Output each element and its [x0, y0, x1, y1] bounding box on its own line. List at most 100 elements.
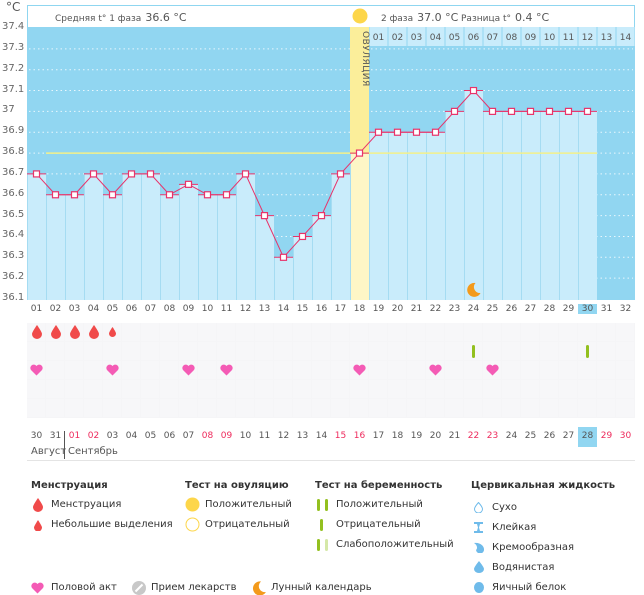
symptom-cell[interactable] — [160, 399, 178, 417]
symptom-cell[interactable] — [274, 323, 292, 341]
symptom-cell[interactable] — [46, 361, 64, 379]
calendar-date[interactable]: 10 — [239, 431, 252, 441]
calendar-date[interactable]: 30 — [619, 431, 632, 441]
symptom-cell[interactable] — [103, 380, 121, 398]
symptom-cell[interactable] — [312, 380, 330, 398]
symptom-cell[interactable] — [46, 342, 64, 360]
symptom-cell[interactable] — [65, 380, 83, 398]
symptom-cell[interactable] — [388, 342, 406, 360]
calendar-date[interactable]: 31 — [49, 431, 62, 441]
symptom-cell[interactable] — [597, 342, 615, 360]
calendar-date[interactable]: 03 — [106, 431, 119, 441]
symptom-cell[interactable] — [521, 399, 539, 417]
symptom-cell[interactable] — [65, 342, 83, 360]
symptom-cell[interactable] — [502, 380, 520, 398]
symptom-cell[interactable] — [559, 380, 577, 398]
symptom-cell[interactable] — [84, 361, 102, 379]
symptom-cell[interactable] — [388, 323, 406, 341]
symptom-cell[interactable] — [274, 361, 292, 379]
symptom-cell[interactable] — [103, 342, 121, 360]
symptom-cell[interactable] — [369, 380, 387, 398]
symptom-cell[interactable] — [483, 342, 501, 360]
symptom-cell[interactable] — [597, 399, 615, 417]
symptom-cell[interactable] — [502, 361, 520, 379]
calendar-date[interactable]: 30 — [30, 431, 43, 441]
symptom-cell[interactable] — [464, 399, 482, 417]
calendar-date[interactable]: 14 — [315, 431, 328, 441]
symptom-cell[interactable] — [274, 342, 292, 360]
symptom-cell[interactable] — [65, 361, 83, 379]
symptom-cell[interactable] — [559, 323, 577, 341]
symptom-cell[interactable] — [616, 361, 634, 379]
symptom-cell[interactable] — [578, 323, 596, 341]
symptom-cell[interactable] — [331, 399, 349, 417]
symptom-cell[interactable] — [388, 399, 406, 417]
symptom-cell[interactable] — [445, 380, 463, 398]
symptom-cell[interactable] — [179, 342, 197, 360]
symptom-cell[interactable] — [293, 323, 311, 341]
symptom-cell[interactable] — [388, 361, 406, 379]
symptom-cell[interactable] — [274, 399, 292, 417]
symptom-cell[interactable] — [84, 380, 102, 398]
symptom-cell[interactable] — [597, 380, 615, 398]
calendar-date[interactable]: 18 — [391, 431, 404, 441]
symptom-cell[interactable] — [160, 323, 178, 341]
symptom-cell[interactable] — [559, 361, 577, 379]
symptom-cell[interactable] — [274, 380, 292, 398]
symptom-cell[interactable] — [312, 323, 330, 341]
calendar-date[interactable]: 28 — [578, 427, 597, 447]
symptom-cell[interactable] — [198, 342, 216, 360]
symptom-cell[interactable] — [369, 361, 387, 379]
calendar-date[interactable]: 25 — [524, 431, 537, 441]
symptom-cell[interactable] — [312, 399, 330, 417]
symptom-cell[interactable] — [464, 380, 482, 398]
symptom-cell[interactable] — [369, 342, 387, 360]
symptom-cell[interactable] — [407, 342, 425, 360]
symptom-cell[interactable] — [217, 380, 235, 398]
calendar-date[interactable]: 02 — [87, 431, 100, 441]
symptom-cell[interactable] — [255, 380, 273, 398]
symptom-cell[interactable] — [483, 323, 501, 341]
symptom-cell[interactable] — [293, 399, 311, 417]
symptom-cell[interactable] — [179, 380, 197, 398]
symptom-cell[interactable] — [388, 380, 406, 398]
symptom-cell[interactable] — [198, 361, 216, 379]
symptom-cell[interactable] — [65, 399, 83, 417]
calendar-date[interactable]: 23 — [486, 431, 499, 441]
calendar-date[interactable]: 13 — [296, 431, 309, 441]
symptom-cell[interactable] — [559, 342, 577, 360]
symptom-cell[interactable] — [27, 342, 45, 360]
calendar-date[interactable]: 29 — [600, 431, 613, 441]
symptom-cell[interactable] — [540, 323, 558, 341]
symptom-cell[interactable] — [46, 399, 64, 417]
symptom-cell[interactable] — [597, 323, 615, 341]
calendar-date[interactable]: 27 — [562, 431, 575, 441]
symptom-cell[interactable] — [255, 361, 273, 379]
symptom-cell[interactable] — [445, 323, 463, 341]
symptom-cell[interactable] — [293, 361, 311, 379]
symptom-cell[interactable] — [521, 361, 539, 379]
symptom-cell[interactable] — [464, 361, 482, 379]
symptom-cell[interactable] — [540, 361, 558, 379]
calendar-date[interactable]: 01 — [68, 431, 81, 441]
symptom-cell[interactable] — [312, 361, 330, 379]
symptom-cell[interactable] — [578, 399, 596, 417]
symptom-cell[interactable] — [521, 342, 539, 360]
symptom-cell[interactable] — [84, 342, 102, 360]
symptom-cell[interactable] — [407, 323, 425, 341]
symptom-cell[interactable] — [426, 380, 444, 398]
symptom-cell[interactable] — [502, 342, 520, 360]
symptom-cell[interactable] — [331, 361, 349, 379]
symptom-cell[interactable] — [521, 323, 539, 341]
calendar-date[interactable]: 16 — [353, 431, 366, 441]
symptom-cell[interactable] — [483, 380, 501, 398]
symptom-cell[interactable] — [426, 399, 444, 417]
symptom-cell[interactable] — [407, 380, 425, 398]
symptom-cell[interactable] — [217, 342, 235, 360]
symptom-cell[interactable] — [141, 380, 159, 398]
symptom-cell[interactable] — [236, 380, 254, 398]
symptom-cell[interactable] — [27, 399, 45, 417]
symptom-cell[interactable] — [141, 342, 159, 360]
symptom-cell[interactable] — [426, 323, 444, 341]
symptom-cell[interactable] — [350, 399, 368, 417]
